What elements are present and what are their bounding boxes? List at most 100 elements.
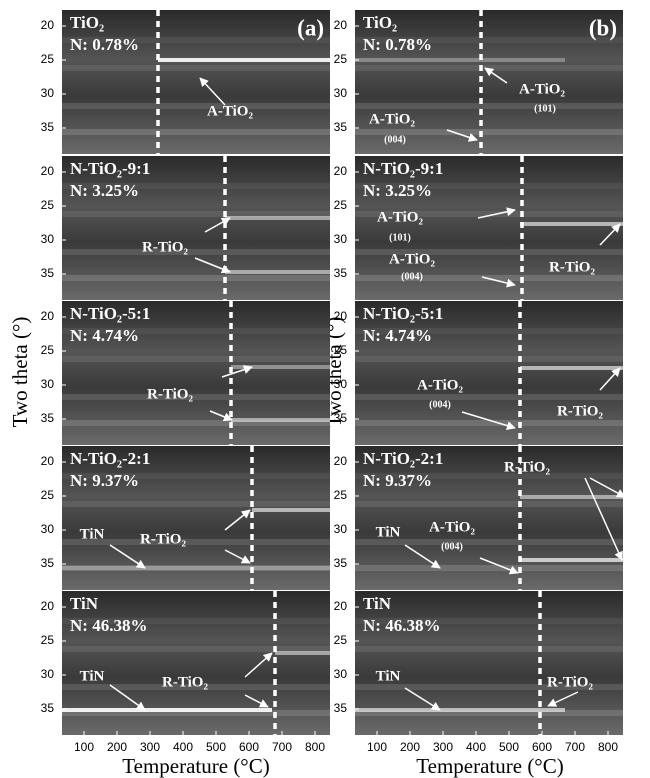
streak xyxy=(231,418,330,422)
y-tick-label: 20 xyxy=(41,18,55,32)
y-tick-label: 25 xyxy=(41,488,55,502)
x-tick-label: 600 xyxy=(239,740,259,754)
y-tick-label: 30 xyxy=(41,86,55,100)
panel-n: N: 9.37% xyxy=(363,471,432,490)
annotation: (004) xyxy=(384,134,406,145)
y-axis-label: Two theta (°) xyxy=(8,317,32,428)
y-tick-label: 35 xyxy=(334,411,348,425)
x-tick-label: 200 xyxy=(400,740,420,754)
y-tick-label: 20 xyxy=(41,454,55,468)
annotation: A-TiO₂ xyxy=(369,111,415,127)
y-tick-label: 25 xyxy=(334,52,348,66)
panel-name: N-TiO₂-9:1 xyxy=(70,159,150,178)
panel-name: N-TiO₂-2:1 xyxy=(363,449,443,468)
annotation: TiN xyxy=(376,668,401,684)
y-tick-label: 30 xyxy=(41,522,55,536)
panel-name: N-TiO₂-2:1 xyxy=(70,449,150,468)
band xyxy=(355,356,623,362)
annotation: R-TiO₂ xyxy=(557,403,603,419)
x-tick-label: 300 xyxy=(140,740,160,754)
band xyxy=(62,65,330,71)
y-tick-label: 30 xyxy=(41,667,55,681)
y-tick-label: 35 xyxy=(334,556,348,570)
y-tick-label: 25 xyxy=(41,633,55,647)
annotation: (101) xyxy=(389,232,411,243)
streak xyxy=(275,651,330,655)
y-tick-label: 20 xyxy=(334,309,348,323)
streak xyxy=(355,58,565,62)
streak xyxy=(355,708,565,712)
panel-n: N: 4.74% xyxy=(70,326,139,345)
x-tick-label: 800 xyxy=(598,740,618,754)
band xyxy=(355,646,623,652)
annotation: TiN xyxy=(80,668,105,684)
y-tick-label: 30 xyxy=(334,232,348,246)
y-tick-label: 20 xyxy=(334,18,348,32)
annotation: R-TiO₂ xyxy=(147,386,193,402)
x-tick-label: 600 xyxy=(532,740,552,754)
streak xyxy=(225,216,330,220)
y-tick-label: 35 xyxy=(334,266,348,280)
y-tick-label: 20 xyxy=(334,599,348,613)
annotation: A-TiO₂ xyxy=(417,377,463,393)
y-tick-label: 30 xyxy=(334,86,348,100)
x-tick-label: 700 xyxy=(565,740,585,754)
y-tick-label: 35 xyxy=(41,266,55,280)
panel-name: TiN xyxy=(363,594,392,613)
panel-n: N: 0.78% xyxy=(70,35,139,54)
y-tick-label: 25 xyxy=(41,52,55,66)
annotation: A-TiO₂ xyxy=(207,103,253,119)
panel-name: TiO₂ xyxy=(70,13,104,32)
x-tick-label: 200 xyxy=(107,740,127,754)
annotation: A-TiO₂ xyxy=(519,81,565,97)
y-tick-label: 25 xyxy=(334,633,348,647)
annotation: (004) xyxy=(429,399,451,410)
panel-name: TiO₂ xyxy=(363,13,397,32)
x-tick-label: 400 xyxy=(466,740,486,754)
y-tick-label: 20 xyxy=(41,309,55,323)
streak xyxy=(158,58,330,62)
y-tick-label: 20 xyxy=(334,454,348,468)
band xyxy=(62,501,330,507)
annotation: TiN xyxy=(80,526,105,542)
y-tick-label: 25 xyxy=(41,198,55,212)
band xyxy=(355,103,623,109)
y-tick-label: 35 xyxy=(41,411,55,425)
x-tick-label: 500 xyxy=(206,740,226,754)
x-tick-label: 100 xyxy=(367,740,387,754)
annotation: R-TiO₂ xyxy=(549,259,595,275)
y-tick-label: 35 xyxy=(41,120,55,134)
y-tick-label: 35 xyxy=(41,556,55,570)
panel-name: N-TiO₂-5:1 xyxy=(70,304,150,323)
streak xyxy=(520,222,623,226)
panel-name: TiN xyxy=(70,594,99,613)
x-tick-label: 800 xyxy=(305,740,325,754)
panel-n: N: 46.38% xyxy=(70,616,147,635)
y-tick-label: 20 xyxy=(334,164,348,178)
panel-tag: (a) xyxy=(297,15,324,40)
band xyxy=(62,394,330,400)
band xyxy=(62,356,330,362)
y-tick-label: 25 xyxy=(334,198,348,212)
y-tick-label: 25 xyxy=(334,343,348,357)
panel-n: N: 0.78% xyxy=(363,35,432,54)
y-tick-label: 35 xyxy=(41,701,55,715)
annotation: R-TiO₂ xyxy=(162,674,208,690)
annotation: (004) xyxy=(441,541,463,552)
y-tick-label: 35 xyxy=(334,701,348,715)
streak xyxy=(520,366,623,370)
streak xyxy=(225,270,330,274)
panel-n: N: 9.37% xyxy=(70,471,139,490)
streak xyxy=(252,508,330,512)
x-tick-label: 700 xyxy=(272,740,292,754)
y-tick-label: 30 xyxy=(334,667,348,681)
y-tick-label: 30 xyxy=(41,232,55,246)
panel-n: N: 3.25% xyxy=(70,181,139,200)
band xyxy=(355,501,623,507)
annotation: (004) xyxy=(401,271,423,282)
y-tick-label: 25 xyxy=(334,488,348,502)
streak xyxy=(62,708,272,712)
panel-tag: (b) xyxy=(589,15,617,40)
annotation: R-TiO₂ xyxy=(140,531,186,547)
annotation: A-TiO₂ xyxy=(429,519,475,535)
